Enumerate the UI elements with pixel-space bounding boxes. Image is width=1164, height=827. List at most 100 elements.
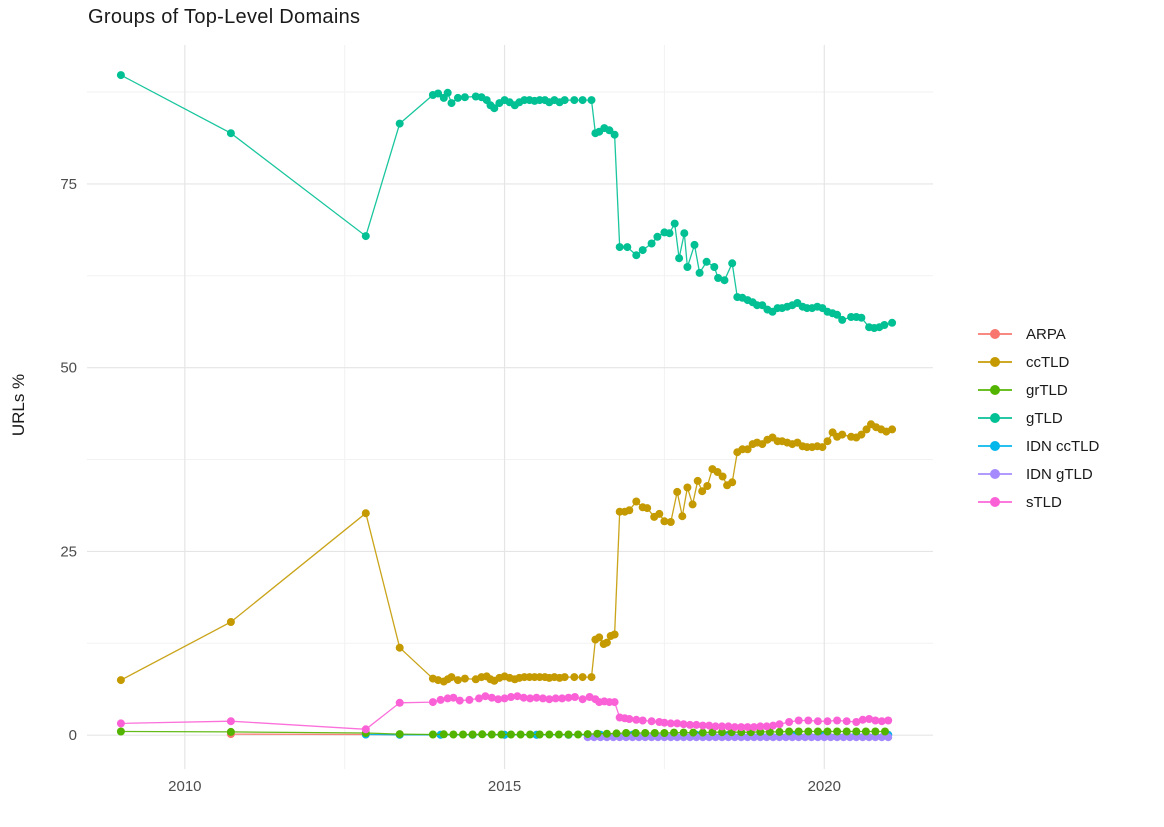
data-point-stld bbox=[804, 716, 813, 725]
data-point-stld bbox=[730, 723, 739, 732]
data-point-stld bbox=[660, 718, 669, 727]
data-point-stld bbox=[538, 694, 547, 703]
data-point-stld bbox=[679, 720, 688, 729]
data-point-stld bbox=[823, 717, 832, 726]
data-point-idn-gtld bbox=[794, 733, 803, 742]
data-point-gtld bbox=[632, 251, 641, 260]
data-point-stld bbox=[750, 723, 758, 732]
data-point-gtld bbox=[683, 263, 692, 271]
data-point-cctld bbox=[688, 500, 697, 509]
data-point-cctld bbox=[673, 487, 682, 496]
data-point-grtld bbox=[785, 727, 794, 736]
data-point-cctld bbox=[660, 517, 669, 526]
data-point-grtld bbox=[554, 730, 563, 739]
data-point-stld bbox=[762, 722, 771, 731]
data-point-cctld bbox=[728, 478, 737, 487]
data-point-stld bbox=[395, 698, 404, 707]
data-point-cctld bbox=[578, 673, 587, 682]
x-tick-label: 2020 bbox=[808, 778, 841, 795]
data-point-cctld bbox=[683, 483, 692, 492]
series-cctld bbox=[116, 420, 897, 686]
data-point-grtld bbox=[428, 730, 437, 739]
data-point-cctld bbox=[625, 506, 634, 515]
data-point-cctld bbox=[116, 676, 125, 685]
data-point-cctld bbox=[602, 638, 611, 647]
data-point-grtld bbox=[468, 730, 477, 739]
legend-key-icon bbox=[978, 469, 1012, 479]
data-point-gtld bbox=[443, 88, 452, 97]
data-point-grtld bbox=[679, 728, 688, 737]
data-point-stld bbox=[705, 721, 714, 730]
data-point-grtld bbox=[631, 729, 640, 737]
data-point-stld bbox=[785, 718, 794, 726]
data-point-stld bbox=[666, 719, 675, 728]
legend-key-icon bbox=[978, 357, 1012, 367]
data-point-grtld bbox=[842, 727, 851, 736]
data-point-stld bbox=[513, 692, 522, 701]
data-point-stld bbox=[718, 722, 726, 731]
data-point-idn-gtld bbox=[852, 733, 861, 742]
data-point-gtld bbox=[226, 129, 235, 138]
data-point-gtld bbox=[361, 232, 370, 241]
legend-key-icon bbox=[978, 441, 1012, 451]
data-point-gtld bbox=[675, 254, 684, 263]
data-point-stld bbox=[487, 693, 496, 702]
y-axis-title: URLs % bbox=[9, 374, 28, 436]
legend-item-cctld: ccTLD bbox=[978, 348, 1099, 376]
data-point-gtld bbox=[490, 104, 499, 113]
data-point-stld bbox=[711, 722, 720, 731]
data-point-gtld bbox=[460, 93, 469, 102]
data-point-grtld bbox=[226, 727, 235, 736]
data-point-stld bbox=[532, 693, 541, 702]
legend-item-idn-gtld: IDN gTLD bbox=[978, 460, 1099, 488]
gridlines bbox=[87, 45, 933, 769]
data-point-cctld bbox=[560, 673, 569, 682]
data-point-stld bbox=[436, 695, 445, 704]
data-point-stld bbox=[813, 717, 822, 726]
data-point-grtld bbox=[756, 727, 765, 736]
data-point-cctld bbox=[698, 487, 707, 496]
data-point-gtld bbox=[833, 310, 842, 319]
data-point-stld bbox=[638, 716, 647, 725]
y-tick-label: 75 bbox=[60, 176, 77, 193]
data-point-grtld bbox=[395, 730, 404, 739]
legend-item-arpa: ARPA bbox=[978, 320, 1099, 348]
data-point-grtld bbox=[602, 729, 611, 738]
data-point-cctld bbox=[643, 504, 652, 513]
data-point-grtld bbox=[718, 728, 726, 737]
data-point-cctld bbox=[693, 476, 702, 485]
data-point-cctld bbox=[703, 482, 712, 490]
data-point-grtld bbox=[650, 729, 659, 737]
data-point-cctld bbox=[447, 673, 456, 682]
series-gtld bbox=[116, 71, 897, 332]
data-point-stld bbox=[116, 719, 125, 728]
data-point-grtld bbox=[775, 727, 784, 736]
data-point-grtld bbox=[564, 730, 573, 739]
data-point-grtld bbox=[487, 730, 496, 739]
data-point-grtld bbox=[583, 730, 592, 739]
data-point-cctld bbox=[718, 472, 727, 481]
data-point-grtld bbox=[526, 730, 535, 739]
data-point-grtld bbox=[612, 729, 621, 738]
data-point-grtld bbox=[507, 730, 515, 739]
legend-item-gtld: gTLD bbox=[978, 404, 1099, 432]
data-point-stld bbox=[551, 694, 560, 703]
data-point-stld bbox=[564, 693, 573, 702]
data-point-grtld bbox=[871, 727, 880, 736]
data-point-grtld bbox=[535, 730, 544, 739]
legend-label: IDN ccTLD bbox=[1026, 437, 1100, 455]
data-point-gtld bbox=[690, 240, 699, 249]
data-point-stld bbox=[526, 694, 535, 703]
series-line-grtld bbox=[120, 730, 885, 736]
series-line-gtld bbox=[120, 74, 893, 329]
data-point-cctld bbox=[587, 673, 596, 682]
data-point-cctld bbox=[655, 509, 664, 518]
data-point-cctld bbox=[570, 673, 579, 682]
data-point-grtld bbox=[622, 729, 631, 737]
data-point-grtld bbox=[116, 727, 125, 736]
data-point-stld bbox=[852, 718, 861, 726]
data-point-cctld bbox=[823, 437, 832, 446]
data-point-cctld bbox=[632, 497, 641, 506]
data-point-cctld bbox=[743, 445, 752, 454]
